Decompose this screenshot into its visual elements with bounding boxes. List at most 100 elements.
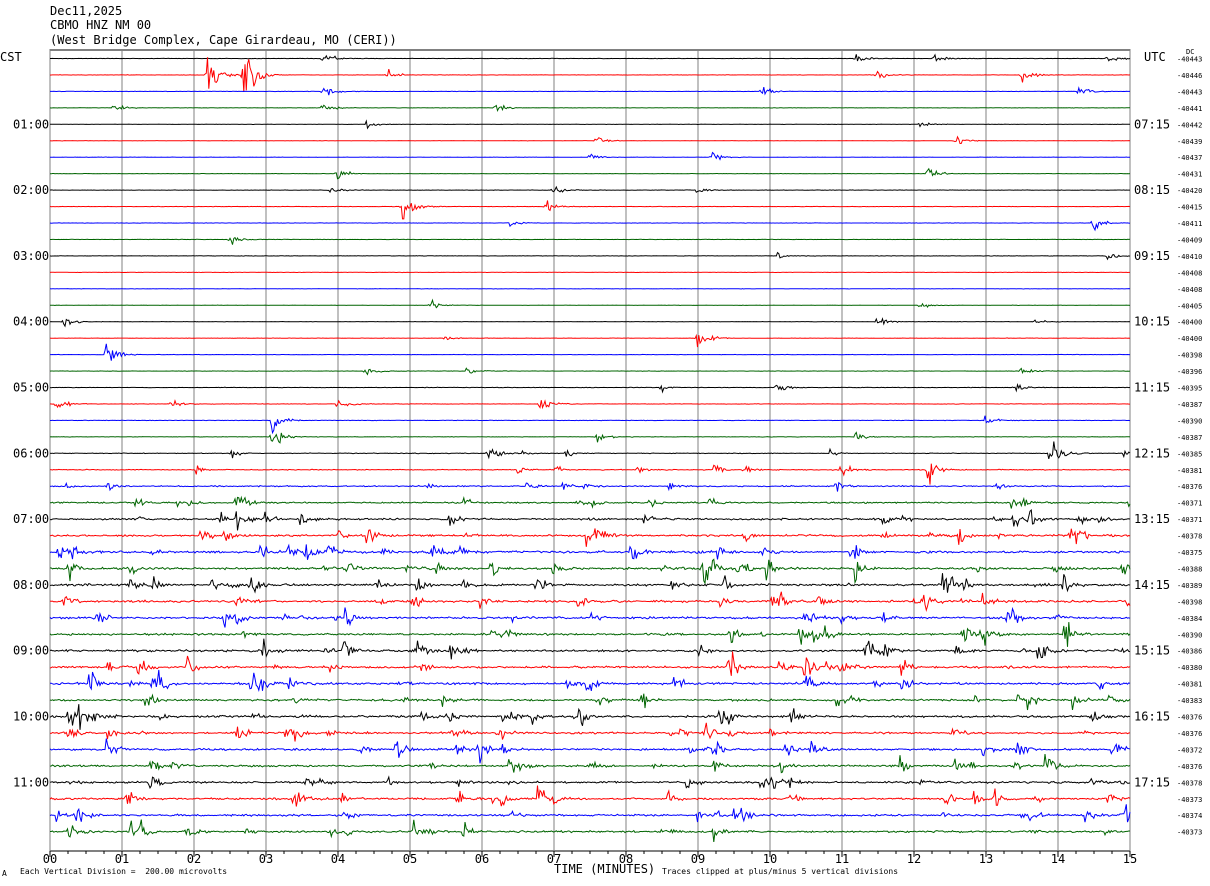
left-hour-label: 08:00 [13, 578, 49, 592]
seismic-trace [49, 463, 1130, 485]
seismic-trace [49, 251, 1131, 261]
seismic-trace [49, 775, 1131, 790]
dc-offset-label: -40408 [1177, 286, 1202, 294]
seismic-trace [49, 200, 1131, 220]
dc-offset-label: -40409 [1177, 236, 1202, 244]
plot-border [49, 49, 1131, 852]
dc-offset-label: -40371 [1177, 500, 1202, 508]
dc-offset-label: -40398 [1177, 352, 1202, 360]
dc-offset-label: -40443 [1177, 88, 1202, 96]
seismic-trace [50, 415, 1131, 435]
seismic-trace [49, 606, 1131, 628]
dc-offset-label: -40372 [1177, 746, 1202, 754]
dc-offset-label: -40373 [1177, 796, 1202, 804]
seismic-trace [50, 669, 1131, 692]
left-hour-label: 11:00 [13, 775, 49, 789]
dc-offset-label: -40371 [1177, 516, 1202, 524]
seismic-trace [49, 481, 1131, 492]
dc-offset-label: -40381 [1177, 681, 1202, 689]
dc-offset-label: -40378 [1177, 779, 1202, 787]
right-timezone-label: UTC [1144, 50, 1166, 64]
left-hour-label: 01:00 [13, 117, 49, 131]
seismic-trace [49, 151, 1130, 161]
x-tick-label: 15 [1123, 852, 1137, 866]
x-tick-label: 09 [691, 852, 705, 866]
vertical-division-note: Each Vertical Division = 200.00 microvol… [20, 867, 228, 876]
dc-offset-label: -40385 [1177, 450, 1202, 458]
seismic-trace [50, 819, 1130, 842]
right-hour-label: 09:15 [1134, 249, 1170, 263]
x-tick-labels: 00 01 02 03 04 05 06 07 08 09 10 11 12 13 14 15 [43, 852, 1137, 866]
dc-offset-label: -40378 [1177, 533, 1202, 541]
x-tick-label: 13 [979, 852, 993, 866]
x-tick-label: 14 [1051, 852, 1065, 866]
dc-offset-label: -40437 [1177, 154, 1202, 162]
left-hour-label: 04:00 [13, 315, 49, 329]
dc-offset-label: -40380 [1177, 664, 1202, 672]
seismic-trace [49, 317, 1131, 328]
seismic-trace [49, 543, 1131, 560]
right-hour-label: 11:15 [1134, 381, 1170, 395]
dc-offset-label: -40376 [1177, 763, 1202, 771]
x-tick-label: 05 [403, 852, 417, 866]
seismic-trace [49, 785, 1131, 807]
dc-offset-label: -40439 [1177, 138, 1202, 146]
seismic-trace [49, 167, 1131, 180]
right-hour-label: 17:15 [1134, 775, 1170, 789]
header-station: CBMO HNZ NM 00 [50, 18, 152, 32]
header-location: (West Bridge Complex, Cape Girardeau, MO… [50, 33, 397, 47]
dc-offset-label: -40374 [1177, 812, 1202, 820]
right-hour-label: 12:15 [1134, 446, 1170, 460]
seismic-trace [49, 383, 1131, 394]
dc-offset-label: -40395 [1177, 385, 1202, 393]
dc-offset-label: -40376 [1177, 730, 1202, 738]
seismic-trace [49, 704, 1131, 730]
x-axis-label: TIME (MINUTES) [554, 862, 656, 876]
left-hour-label: 02:00 [13, 183, 49, 197]
left-hour-labels: 01:00 02:00 03:00 04:00 05:00 06:00 07:00 08:00… [13, 117, 49, 789]
left-hour-label: 06:00 [13, 446, 49, 460]
seismic-trace [49, 333, 1131, 348]
left-timezone-label: CST [0, 50, 22, 64]
x-tick-label: 12 [907, 852, 921, 866]
seismic-trace [49, 738, 1131, 764]
right-hour-label: 08:15 [1134, 183, 1170, 197]
seismic-trace [49, 591, 1131, 612]
seismic-traces [49, 53, 1131, 842]
dc-offset-label: -40446 [1177, 72, 1202, 80]
seismic-trace [49, 573, 1131, 594]
seismic-trace [49, 651, 1131, 676]
right-hour-label: 10:15 [1134, 315, 1170, 329]
left-hour-label: 10:00 [13, 710, 49, 724]
dc-offset-label: -40376 [1177, 714, 1202, 722]
seismic-trace [49, 431, 1131, 444]
x-tick-label: 08 [619, 852, 633, 866]
seismic-trace [49, 367, 1131, 376]
left-hour-label: 05:00 [13, 381, 49, 395]
dc-offset-label: -40411 [1177, 220, 1202, 228]
seismic-trace [49, 509, 1131, 531]
seismic-trace [50, 343, 1131, 361]
dc-offset-label: -40441 [1177, 105, 1202, 113]
seismic-trace [49, 399, 1130, 410]
dc-offset-label: -40390 [1177, 417, 1202, 425]
dc-offset-label: -40387 [1177, 401, 1202, 409]
seismic-trace [49, 622, 1131, 647]
dc-offset-labels: -40443 -40446 -40443 -40441 -40442 -40439 -404… [1177, 56, 1202, 837]
seismic-trace [49, 57, 1131, 92]
seismic-trace [50, 236, 1131, 245]
dc-offset-label: -40373 [1177, 829, 1202, 837]
dc-offset-label: -40386 [1177, 648, 1202, 656]
seismic-trace [49, 558, 1131, 585]
x-tick-label: 02 [187, 852, 201, 866]
right-hour-label: 16:15 [1134, 710, 1170, 724]
seismic-trace [49, 638, 1131, 660]
dc-offset-label: -40381 [1177, 467, 1202, 475]
seismic-trace [50, 119, 1130, 130]
seismic-trace [49, 185, 1130, 194]
plot-grid [49, 49, 1131, 857]
right-hour-label: 13:15 [1134, 512, 1170, 526]
seismic-trace [50, 53, 1131, 62]
seismic-trace [49, 441, 1131, 460]
